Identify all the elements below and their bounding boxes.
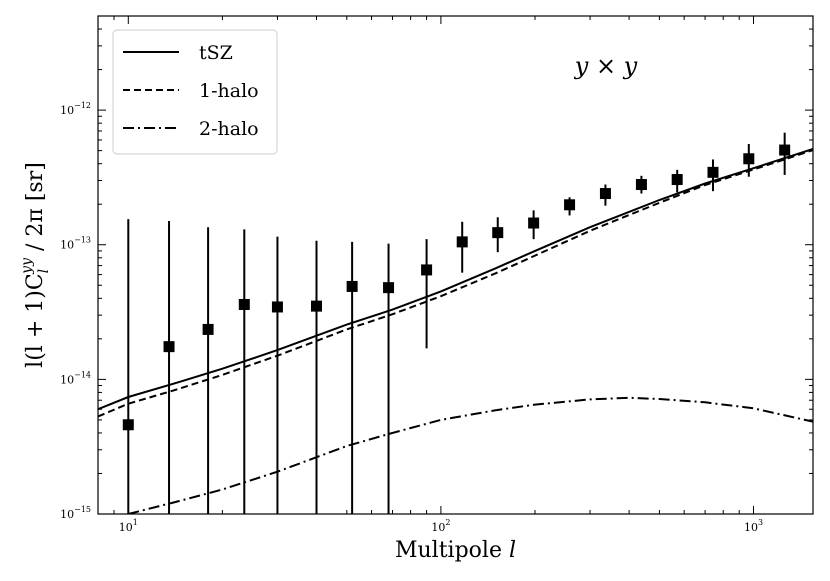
plot-marks bbox=[98, 132, 813, 514]
data-point-18 bbox=[743, 153, 755, 165]
y-tick-label: 10−13 bbox=[60, 236, 91, 252]
legend: tSZ 1-halo 2-halo bbox=[112, 29, 278, 155]
data-point-4 bbox=[238, 298, 250, 310]
y-tick-label: 10−15 bbox=[60, 505, 91, 521]
x-tick-label: 101 bbox=[119, 518, 138, 534]
data-point-11 bbox=[492, 227, 504, 239]
data-point-3 bbox=[202, 323, 214, 335]
data-point-12 bbox=[528, 217, 540, 229]
data-point-16 bbox=[671, 174, 683, 186]
x-tick-label: 102 bbox=[431, 518, 450, 534]
data-point-9 bbox=[421, 264, 433, 276]
plot-annotation: y × y bbox=[574, 52, 638, 80]
x-axis-title: Multipole l bbox=[395, 538, 516, 563]
x-tick-label: 103 bbox=[744, 518, 763, 534]
legend-label-1-halo: 1-halo bbox=[199, 80, 259, 102]
data-point-6 bbox=[311, 300, 323, 312]
data-point-10 bbox=[456, 236, 468, 248]
data-point-14 bbox=[599, 188, 611, 200]
data-point-15 bbox=[635, 179, 647, 191]
legend-label-tsz: tSZ bbox=[199, 42, 233, 64]
data-point-17 bbox=[707, 166, 719, 178]
series-line-2-halo bbox=[128, 396, 813, 514]
legend-label-2-halo: 2-halo bbox=[199, 118, 259, 140]
plot-frame bbox=[97, 15, 814, 515]
axes: 101 102 103 10−15 10−14 10−13 10−12 Multipole l… bbox=[19, 15, 814, 563]
y-tick-label: 10−14 bbox=[60, 370, 91, 386]
data-point-2 bbox=[163, 341, 175, 353]
data-point-8 bbox=[383, 282, 395, 294]
data-point-7 bbox=[346, 280, 358, 292]
y-axis-title: l(l + 1)Clyy / 2π [sr] bbox=[19, 162, 52, 368]
data-point-5 bbox=[271, 301, 283, 313]
data-point-19 bbox=[779, 144, 791, 156]
series-line-1-halo bbox=[98, 149, 813, 418]
data-point-13 bbox=[564, 199, 576, 211]
y-tick-label: 10−12 bbox=[60, 101, 91, 117]
data-point-1 bbox=[122, 419, 134, 431]
series-line-tsz bbox=[98, 147, 813, 411]
legend-box bbox=[112, 29, 278, 155]
